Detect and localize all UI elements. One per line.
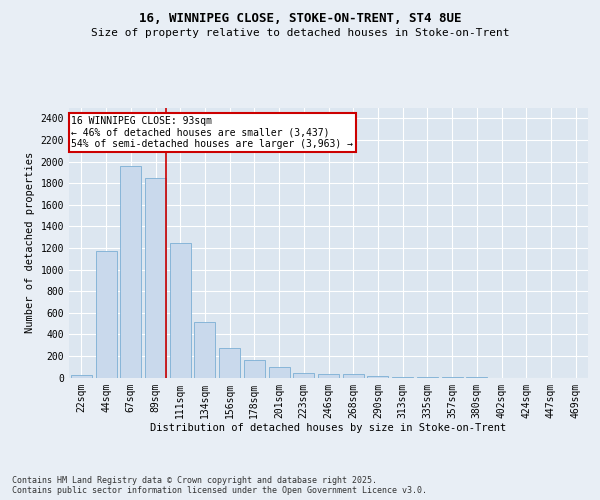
- Y-axis label: Number of detached properties: Number of detached properties: [25, 152, 35, 333]
- Bar: [95, 251, 116, 378]
- Text: Contains HM Land Registry data © Crown copyright and database right 2025.
Contai: Contains HM Land Registry data © Crown c…: [12, 476, 427, 495]
- Bar: [392, 377, 413, 378]
- Bar: [269, 367, 290, 378]
- Bar: [120, 166, 141, 378]
- Bar: [293, 372, 314, 378]
- Bar: [71, 375, 92, 378]
- Bar: [318, 374, 339, 378]
- Text: Size of property relative to detached houses in Stoke-on-Trent: Size of property relative to detached ho…: [91, 28, 509, 38]
- Bar: [170, 243, 191, 378]
- X-axis label: Distribution of detached houses by size in Stoke-on-Trent: Distribution of detached houses by size …: [151, 423, 506, 433]
- Text: 16 WINNIPEG CLOSE: 93sqm
← 46% of detached houses are smaller (3,437)
54% of sem: 16 WINNIPEG CLOSE: 93sqm ← 46% of detach…: [71, 116, 353, 150]
- Bar: [367, 376, 388, 378]
- Bar: [194, 322, 215, 378]
- Bar: [343, 374, 364, 378]
- Bar: [145, 178, 166, 378]
- Bar: [244, 360, 265, 378]
- Bar: [219, 348, 240, 378]
- Text: 16, WINNIPEG CLOSE, STOKE-ON-TRENT, ST4 8UE: 16, WINNIPEG CLOSE, STOKE-ON-TRENT, ST4 …: [139, 12, 461, 26]
